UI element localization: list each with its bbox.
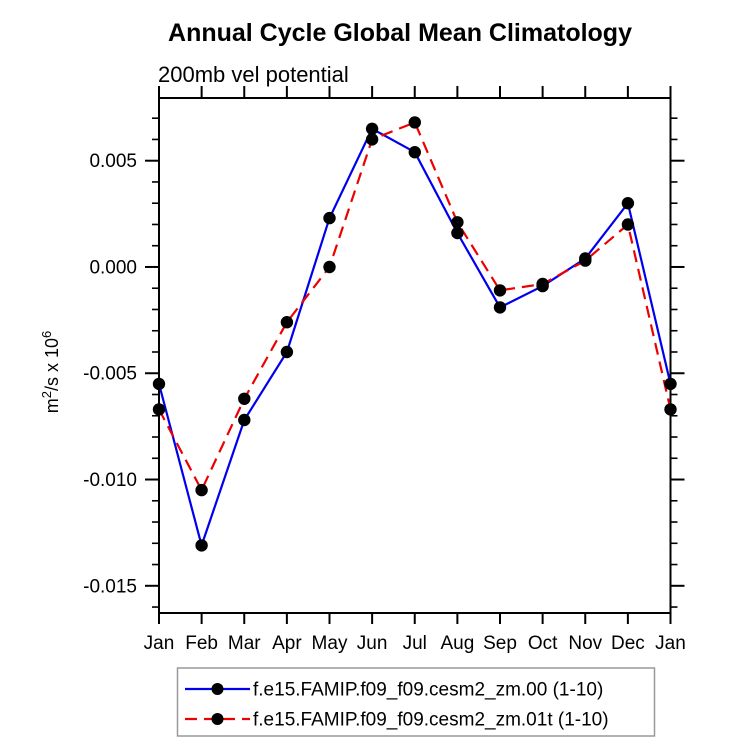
data-point [408, 116, 421, 129]
data-point [408, 146, 421, 159]
y-tick-label: -0.005 [83, 364, 137, 385]
data-point [579, 254, 592, 267]
plot-frame [158, 97, 672, 614]
x-tick-label: Apr [272, 633, 302, 654]
data-point [238, 413, 251, 427]
ylabel-text: /s x 10 [42, 338, 62, 391]
x-tick-label: Aug [440, 633, 474, 654]
ylabel-text: m [42, 398, 62, 413]
data-point [323, 260, 336, 274]
x-tick-label: Mar [228, 633, 261, 654]
y-tick-label: 0.000 [89, 257, 137, 278]
x-tick-label: Feb [185, 633, 218, 654]
data-point [365, 122, 379, 135]
x-tick-label: Jan [144, 633, 175, 654]
data-point [493, 284, 507, 297]
series-line-0 [157, 127, 672, 550]
data-point [280, 316, 294, 329]
axes [145, 86, 685, 624]
x-tick-label: May [312, 633, 348, 654]
y-axis-title: m2/s x 106 [39, 331, 62, 414]
data-point [195, 539, 208, 552]
ylabel-superscript: 2 [39, 391, 54, 398]
chart-subtitle: 200mb vel potential [158, 62, 349, 87]
series-markers-0 [152, 122, 677, 552]
x-tick-label: Jul [403, 633, 427, 654]
data-point [280, 345, 294, 359]
legend-marker [211, 713, 224, 725]
x-tick-label: Dec [611, 633, 645, 654]
x-tick-label: Nov [568, 633, 602, 654]
legend-entry-0: f.e15.FAMIP.f09_f09.cesm2_zm.00 (1-10) [185, 680, 603, 701]
x-tick-label: Sep [483, 633, 517, 654]
data-point [195, 483, 208, 497]
ylabel-superscript: 6 [39, 331, 54, 338]
data-point [152, 377, 166, 391]
legend-marker [211, 683, 224, 695]
y-tick-label: -0.010 [83, 470, 137, 491]
series-line-1 [158, 120, 672, 493]
x-tick-label: Jun [357, 633, 388, 654]
data-point [451, 226, 464, 240]
data-point [323, 211, 336, 225]
data-point [664, 403, 677, 416]
legend: f.e15.FAMIP.f09_f09.cesm2_zm.00 (1-10) f.… [176, 667, 656, 737]
data-point [493, 301, 507, 314]
chart-title: Annual Cycle Global Mean Climatology [168, 19, 632, 47]
data-point [451, 216, 464, 229]
x-tick-label: Oct [528, 633, 558, 654]
data-point [365, 133, 379, 146]
data-point [621, 197, 635, 210]
legend-label: f.e15.FAMIP.f09_f09.cesm2_zm.00 (1-10) [253, 680, 603, 701]
y-tick-label: -0.015 [83, 576, 137, 597]
y-tick-label: 0.005 [89, 151, 137, 172]
legend-label: f.e15.FAMIP.f09_f09.cesm2_zm.01t (1-10) [253, 710, 609, 731]
legend-entry-1: f.e15.FAMIP.f09_f09.cesm2_zm.01t (1-10) [185, 710, 609, 731]
data-point [536, 277, 549, 291]
x-tick-label: Jan [655, 633, 686, 654]
data-point [621, 218, 635, 231]
data-point [152, 403, 166, 416]
data-point [664, 377, 677, 391]
data-point [238, 392, 251, 405]
series-markers-1 [152, 116, 677, 497]
legend-box [176, 667, 656, 737]
minor-ticks [152, 117, 678, 608]
